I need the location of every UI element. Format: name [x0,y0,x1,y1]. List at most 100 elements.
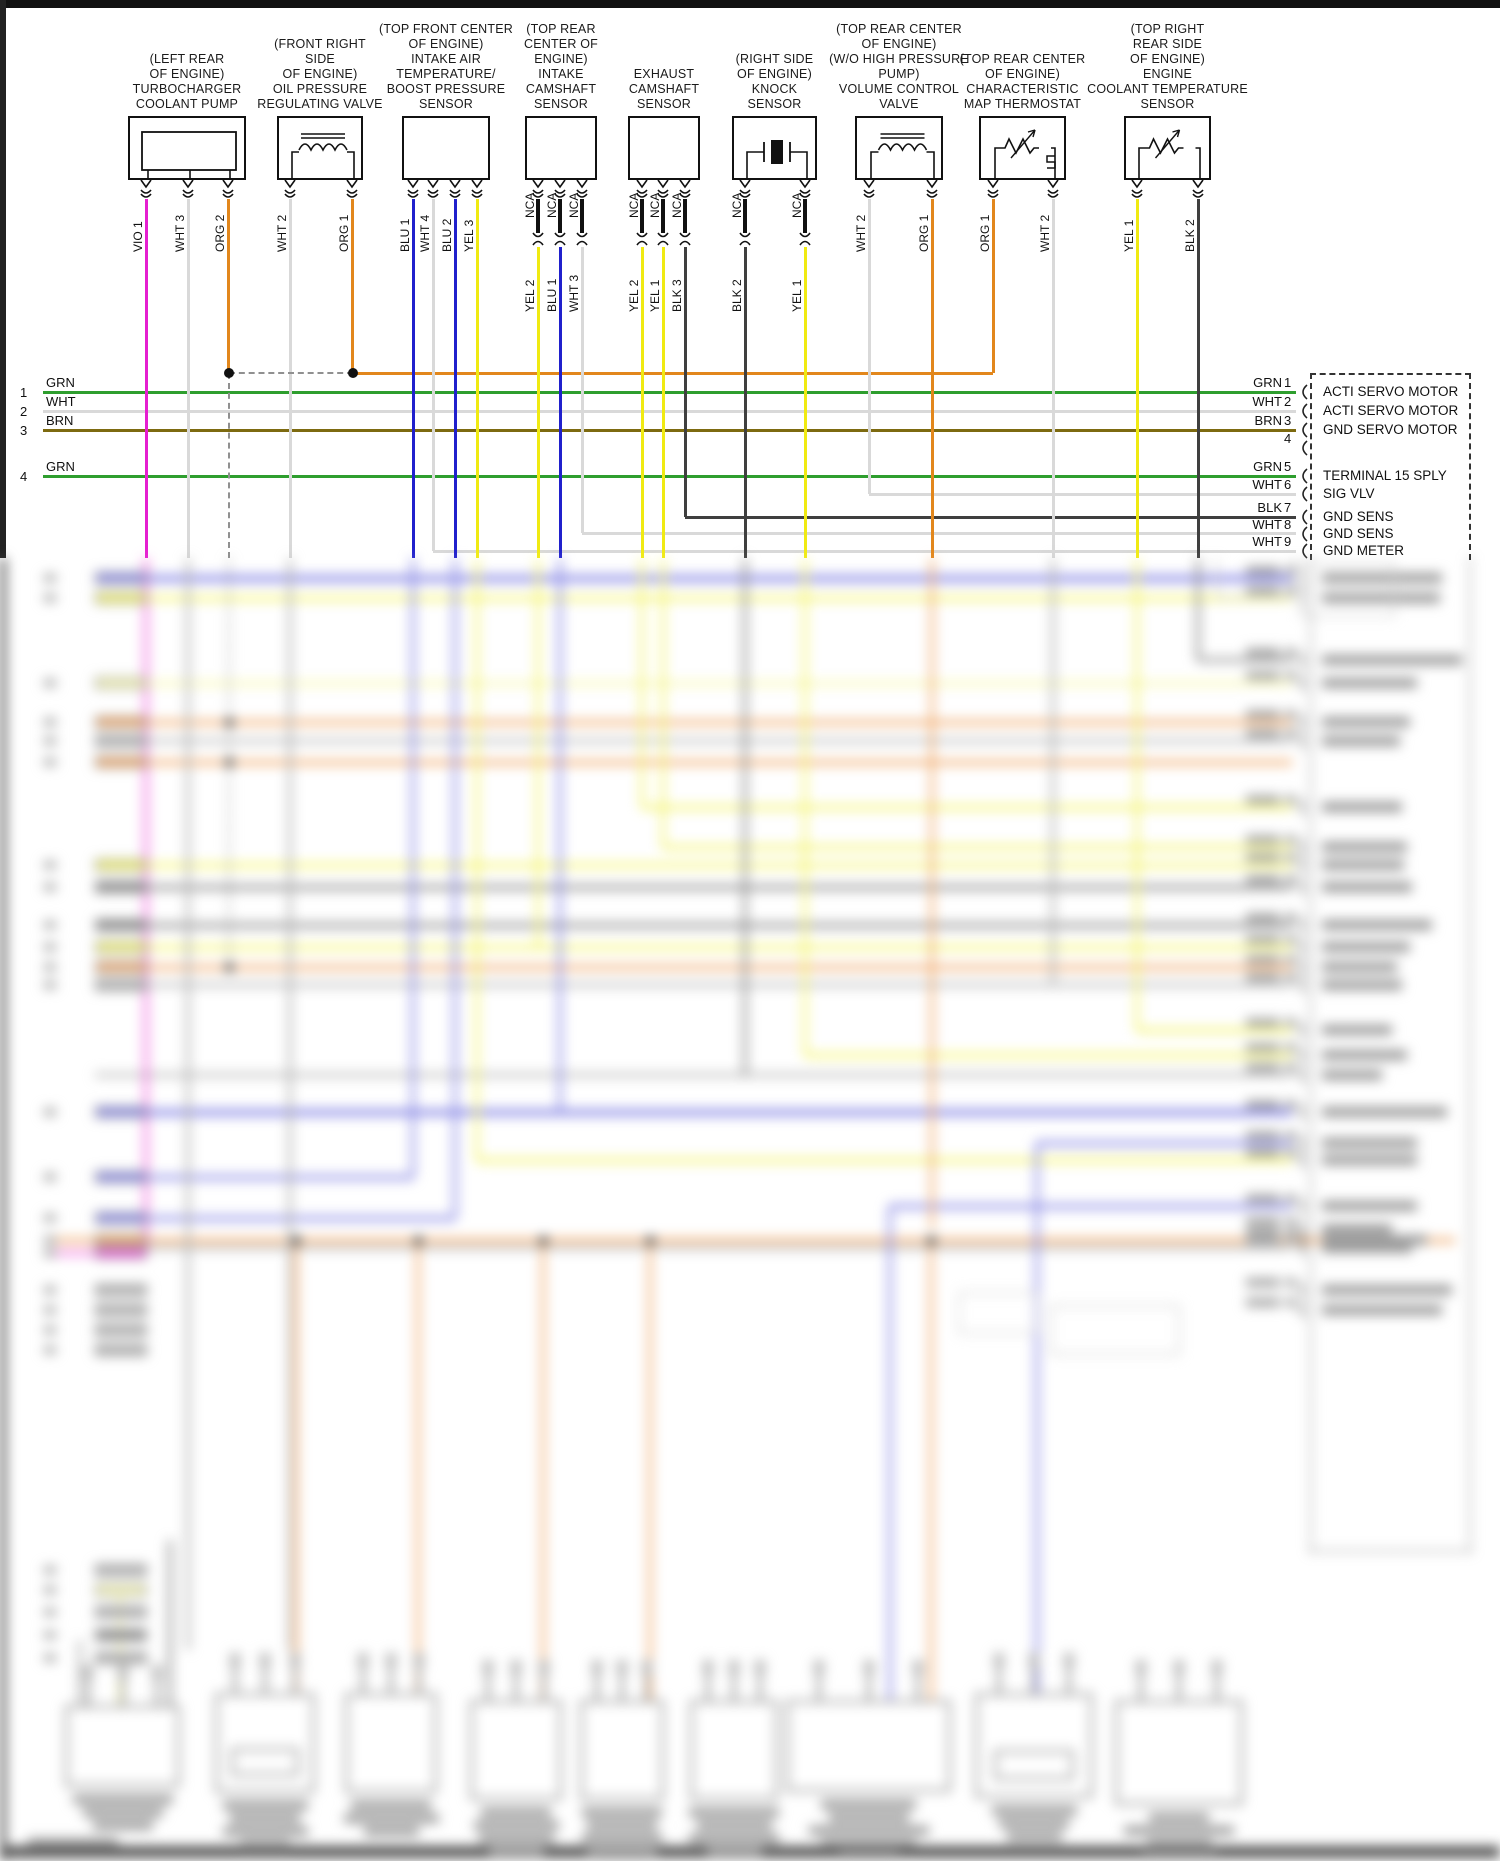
pin-connector-icon [406,179,420,199]
wire-code-blur [1246,1131,1280,1140]
wire-number-blur [1286,1236,1296,1245]
connector-stub-icon [1294,1281,1308,1299]
wire-number-blur [1286,1100,1296,1109]
wire-code-blur [1246,1018,1280,1027]
pin-label: ORG 1 [337,214,351,252]
wire [803,558,807,1055]
pin-stub-blur [486,1674,491,1700]
coil-symbol [279,118,365,182]
junction-dot [645,1235,655,1245]
pump-symbol [130,118,248,182]
pin-label-blur [1322,802,1402,812]
dashed-wire [229,372,353,374]
wire [1196,558,1200,660]
wire [1137,1028,1292,1033]
pin-label: NCA [730,192,744,218]
pin-connector-blur [729,1660,739,1674]
pin-label-blur [1322,1107,1447,1117]
pin-label-blur [1322,736,1400,746]
pin-label: YEL 2 [523,279,537,312]
coil-symbol [857,118,945,182]
pin-label-blur [1322,942,1410,952]
wire-code-blur [1246,853,1280,862]
wire [558,558,562,1112]
junction-dot [224,962,234,972]
connector-stub-icon [1294,732,1308,750]
pin-label-blur [1322,1155,1417,1165]
junction-dot [224,757,234,767]
pin-connector-blur [1212,1660,1223,1674]
wire [95,945,1292,950]
pin-connector-icon [575,179,589,199]
pin-label-blur [1322,1138,1417,1148]
pin-label-blur [1322,1235,1427,1245]
pin-connector-blur [83,1665,93,1679]
wire-number: 1 [20,385,28,400]
note-rect-blur [1215,558,1295,598]
component-box-blur [786,1700,951,1792]
pin-connector-icon [1130,179,1144,199]
junction-dot [926,1235,936,1245]
wire-number: 5 [1284,459,1292,474]
pin-label-blur [1322,1285,1452,1295]
caption-line-blur [478,1834,554,1843]
wire-code-blur [1246,648,1280,657]
connector-stub-icon [1294,798,1308,816]
connector-stub-icon [1294,856,1308,874]
pin-label-blur [1322,1025,1392,1035]
pin-connector-blur [702,1660,713,1674]
pin-connector-icon [862,179,876,199]
pin-label: NCA [790,192,804,218]
caption-line-blur [828,1813,909,1822]
pin-label: BLK 2 [730,279,744,312]
pin-stub-blur [1032,1667,1036,1693]
pin-connector-blur [413,1653,424,1667]
wire-color-code: GRN [46,459,75,474]
pin-stub-blur [416,1667,421,1693]
pin-connector-blur [1135,1660,1146,1674]
left-wire-stub [95,756,147,768]
wire-number-blur [1286,566,1296,575]
pin-label-blur [1322,593,1440,603]
left-pin-number-blur [44,861,56,869]
wire [78,1640,82,1705]
pin-stub-blur [361,1667,366,1693]
wire [537,247,540,558]
component-box-blur [345,1693,437,1793]
wire [888,1206,892,1700]
wire-code-blur [1246,1298,1280,1307]
wire [43,475,1296,478]
caption-line-blur [689,1834,779,1843]
wire-color-code: WHT [1252,534,1282,549]
connector-stub-icon [1294,958,1308,976]
pin-connector-blur [152,1665,162,1679]
wire [559,247,562,558]
connector-stub-icon [1294,1239,1308,1257]
pin-connector-icon [1046,179,1060,199]
left-pin-number-blur [44,1326,56,1334]
wire-code-blur [1246,1228,1280,1237]
component-box [979,116,1066,180]
pin-label: YEL 1 [1122,219,1136,252]
pin-stub-blur [120,1679,125,1705]
component-box [1124,116,1211,180]
pin-function-label: TERMINAL 15 SPLY [1323,468,1447,483]
left-wire-stub [95,1106,147,1118]
wire-color-code: GRN [1253,459,1282,474]
wire-number: 4 [1284,431,1292,446]
pin-label: ORG 1 [978,214,992,252]
wire-code-blur [1246,973,1280,982]
pin-function-label: GND METER [1323,543,1404,558]
component-box-blur [1115,1700,1243,1805]
wire-number-blur [1286,935,1296,944]
wire [1198,658,1292,662]
pin-connector-icon [925,179,939,199]
left-wire-stub [95,1234,147,1246]
wire [187,199,190,558]
pin-connector-icon [426,179,440,199]
pin-connector-icon [283,179,297,199]
component-box-blur [690,1700,778,1800]
component-box [525,116,597,180]
wire [454,199,457,558]
wire-color-code: WHT [46,394,76,409]
